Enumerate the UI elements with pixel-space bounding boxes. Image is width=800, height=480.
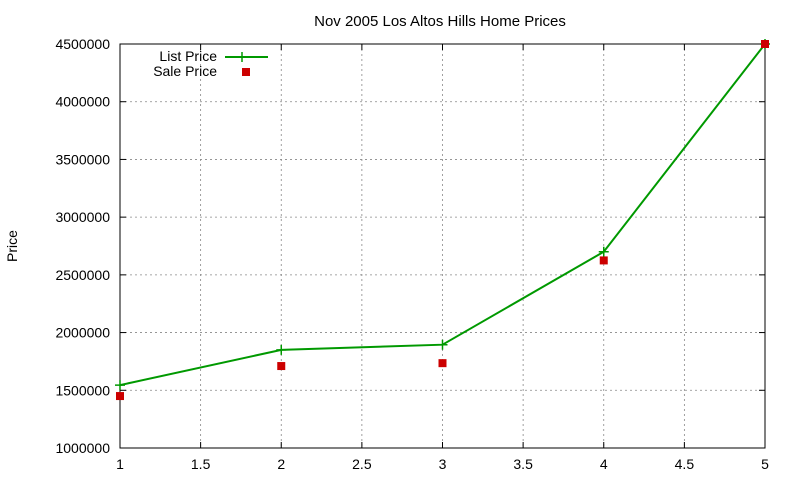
y-tick-label: 3000000 bbox=[55, 209, 110, 225]
x-tick-label: 4 bbox=[600, 456, 608, 472]
x-tick-label: 5 bbox=[761, 456, 769, 472]
x-tick-label: 3.5 bbox=[513, 456, 533, 472]
y-tick-label: 3500000 bbox=[55, 151, 110, 167]
tick-layer: 1 1.5 2 2.5 3 3.5 4 4.5 5 1000000 1500000 2000000 25… bbox=[55, 36, 769, 472]
data-point-sale-price bbox=[438, 359, 447, 368]
y-tick-label: 1500000 bbox=[55, 382, 110, 398]
legend: List Price Sale Price bbox=[153, 48, 268, 79]
y-tick-label: 2000000 bbox=[55, 325, 110, 341]
x-tick-label: 2.5 bbox=[352, 456, 372, 472]
x-tick-label: 3 bbox=[439, 456, 447, 472]
y-tick-label: 4500000 bbox=[55, 36, 110, 52]
data-point-sale-price bbox=[277, 362, 286, 371]
y-tick-label: 2500000 bbox=[55, 267, 110, 283]
data-point-sale-price bbox=[599, 256, 608, 265]
legend-label-sale-price: Sale Price bbox=[153, 63, 217, 79]
data-point-list-price bbox=[437, 339, 448, 350]
x-tick-label: 2 bbox=[277, 456, 285, 472]
x-tick-label: 1 bbox=[116, 456, 124, 472]
x-tick-label: 1.5 bbox=[191, 456, 211, 472]
legend-marker-sale-price bbox=[242, 68, 250, 76]
data-point-sale-price bbox=[761, 40, 769, 48]
data-point-list-price bbox=[598, 246, 609, 257]
legend-marker-list-price bbox=[237, 52, 247, 62]
data-point-list-price bbox=[276, 344, 287, 355]
y-tick-label: 1000000 bbox=[55, 440, 110, 456]
data-point-list-price bbox=[115, 380, 125, 391]
data-point-sale-price bbox=[116, 392, 124, 401]
x-tick-label: 4.5 bbox=[675, 456, 695, 472]
legend-label-list-price: List Price bbox=[159, 48, 217, 64]
series-layer bbox=[115, 39, 770, 401]
chart-title: Nov 2005 Los Altos Hills Home Prices bbox=[314, 13, 566, 30]
y-tick-label: 4000000 bbox=[55, 94, 110, 110]
grid-layer bbox=[120, 44, 765, 448]
y-axis-label: Price bbox=[4, 230, 20, 262]
